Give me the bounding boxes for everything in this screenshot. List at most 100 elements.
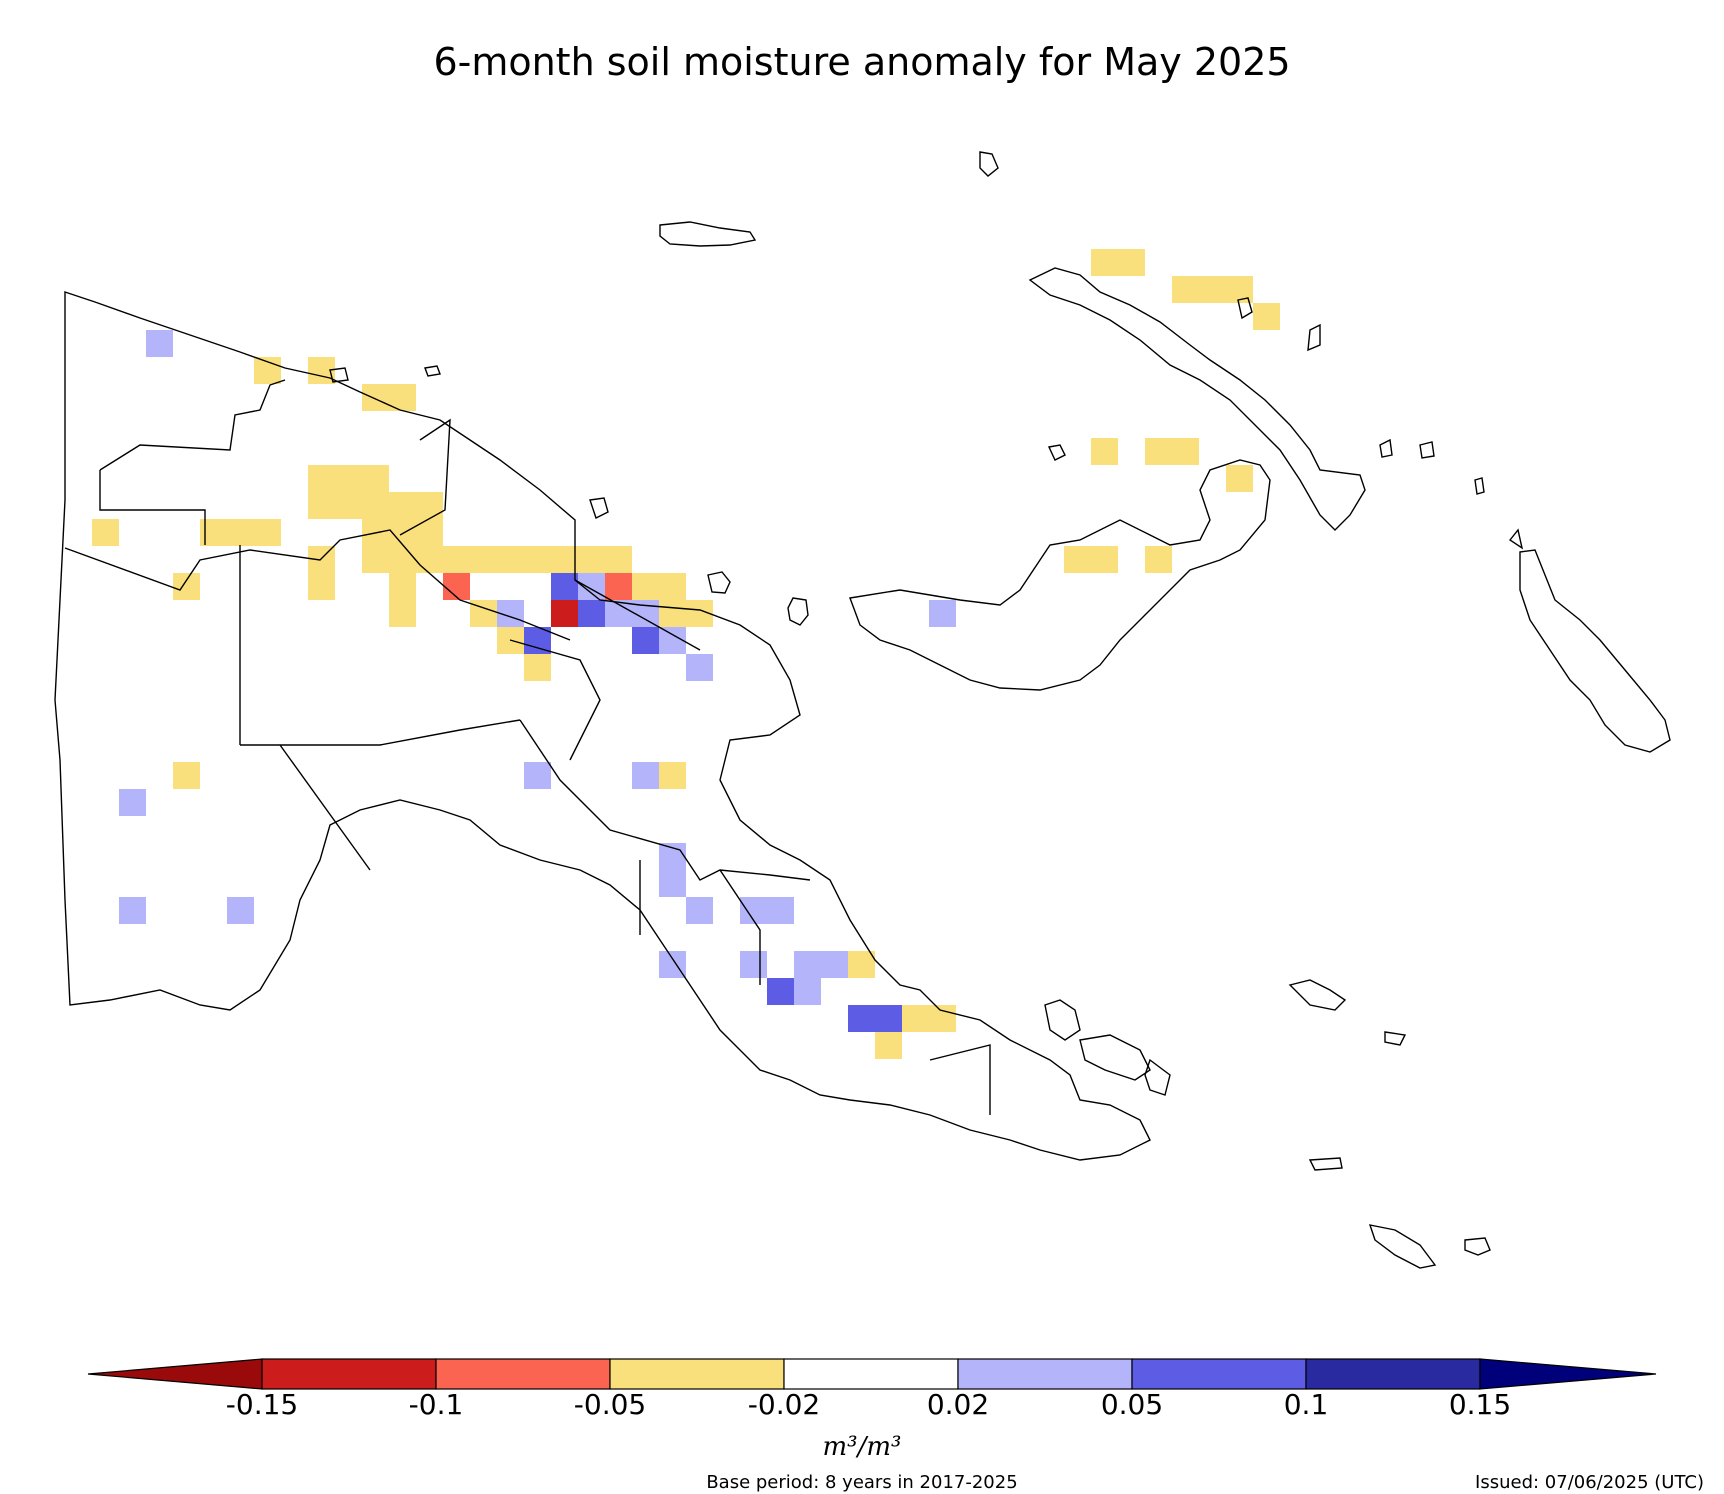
colorbar-extend-low [87, 1358, 263, 1390]
duke-york-outline [1419, 441, 1435, 459]
trobriand-outline [1288, 979, 1347, 1011]
anomaly-cell [551, 546, 578, 573]
anomaly-cell [524, 546, 551, 573]
anomaly-cell [605, 546, 632, 573]
anomaly-cell [308, 492, 335, 519]
lihir-outline [1307, 323, 1321, 352]
anomaly-cell [767, 978, 794, 1005]
colorbar-segment [261, 1358, 437, 1390]
anomaly-cell [362, 384, 389, 411]
anomaly-cell [1199, 276, 1226, 303]
anomaly-cell [389, 600, 416, 627]
anomaly-cell [1091, 438, 1118, 465]
anomaly-cell [875, 1005, 902, 1032]
colorbar-tick-label: -0.02 [747, 1388, 821, 1421]
anomaly-cell [524, 627, 551, 654]
anomaly-cell [227, 897, 254, 924]
anomaly-cell [362, 546, 389, 573]
anomaly-cell [821, 951, 848, 978]
feni-outline [1379, 438, 1393, 458]
map-title: 6-month soil moisture anomaly for May 20… [433, 40, 1291, 84]
issued-date: Issued: 07/06/2025 (UTC) [1475, 1472, 1704, 1493]
anomaly-cell [389, 573, 416, 600]
colorbar-tick-label: 0.1 [1283, 1388, 1329, 1421]
colorbar-extend-high [1479, 1358, 1657, 1390]
colorbar-tick-label: -0.1 [408, 1388, 464, 1421]
anomaly-cell [416, 492, 443, 519]
anomaly-cell [389, 546, 416, 573]
anomaly-cell [524, 762, 551, 789]
new-britain-outline [849, 459, 1271, 691]
anomaly-cell [227, 519, 254, 546]
anomaly-cell [362, 465, 389, 492]
anomaly-cell [686, 654, 713, 681]
long-island-outline [787, 597, 809, 626]
new-ireland-outline [1028, 267, 1366, 531]
base-period-note: Base period: 8 years in 2017-2025 [706, 1472, 1018, 1493]
anomaly-cell [254, 519, 281, 546]
anomaly-cell [848, 1005, 875, 1032]
colorbar-segment [783, 1358, 959, 1390]
colorbar-tick-label: 0.02 [926, 1388, 990, 1421]
anomaly-cell [119, 789, 146, 816]
anomaly-cell [902, 1005, 929, 1032]
anomaly-cell [389, 519, 416, 546]
misima-outline [1308, 1157, 1343, 1171]
anomaly-cell [659, 762, 686, 789]
dentrecasteaux-outline-2 [1079, 1034, 1151, 1081]
anomaly-cell [1226, 465, 1253, 492]
rossel-outline [1464, 1237, 1491, 1256]
anomaly-cell [92, 519, 119, 546]
colorbar-segment [1305, 1358, 1481, 1390]
anomaly-cell [173, 762, 200, 789]
anomaly-cells [92, 249, 1280, 1059]
anomaly-cell [443, 546, 470, 573]
umboi-outline [1047, 444, 1066, 461]
anomaly-cell [308, 465, 335, 492]
anomaly-cell [1172, 438, 1199, 465]
anomaly-cell [605, 573, 632, 600]
anomaly-cell [578, 600, 605, 627]
anomaly-cell [659, 870, 686, 897]
anomaly-cell [794, 951, 821, 978]
anomaly-cell [362, 492, 389, 519]
sudest-outline [1368, 1224, 1437, 1269]
anomaly-cell [1253, 303, 1280, 330]
anomaly-cell [551, 573, 578, 600]
anomaly-cell [929, 1005, 956, 1032]
buka-outline [1508, 528, 1524, 550]
anomaly-cell [767, 897, 794, 924]
woodlark-outline [1384, 1031, 1407, 1046]
mussau-outline [979, 151, 999, 177]
anomaly-cell [524, 654, 551, 681]
anomaly-cell [443, 573, 470, 600]
colorbar-tick-label: 0.15 [1448, 1388, 1512, 1421]
nissan-outline [1474, 477, 1485, 495]
anomaly-cell [632, 627, 659, 654]
colorbar-segment [957, 1358, 1133, 1390]
colorbar-units: m³/m³ [822, 1432, 902, 1462]
anomaly-cell [740, 951, 767, 978]
anomaly-cell [848, 951, 875, 978]
mainland-outline [54, 291, 1151, 1161]
tabar-outline [1237, 297, 1253, 320]
anomaly-cell [1145, 546, 1172, 573]
province-borders [64, 379, 991, 1115]
anomaly-cell [659, 600, 686, 627]
colorbar-segment [609, 1358, 785, 1390]
anomaly-cell [335, 465, 362, 492]
coastline-outlines [54, 151, 1671, 1269]
schouten-outline [329, 367, 349, 383]
anomaly-cell [632, 573, 659, 600]
anomaly-cell [659, 573, 686, 600]
anomaly-cell [1091, 546, 1118, 573]
dentrecasteaux-outline-1 [1044, 999, 1081, 1041]
colorbar-tick-label: 0.05 [1100, 1388, 1164, 1421]
anomaly-cell [578, 546, 605, 573]
colorbar-tick-label: -0.15 [225, 1388, 299, 1421]
manus-outline [659, 221, 757, 247]
anomaly-cell [173, 573, 200, 600]
anomaly-cell [929, 600, 956, 627]
